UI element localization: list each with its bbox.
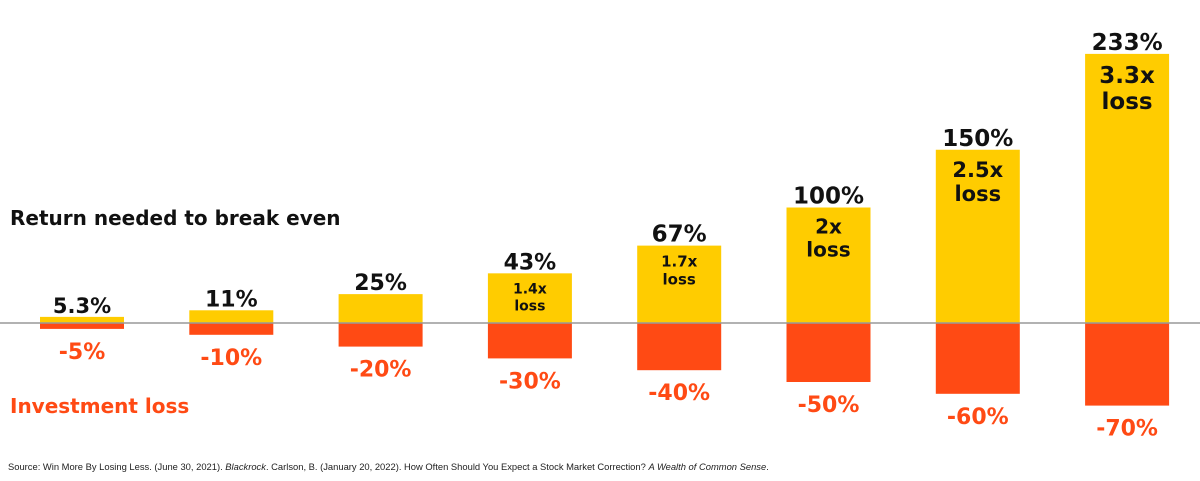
legend-return-needed: Return needed to break even (10, 206, 341, 230)
source-note: Source: Win More By Losing Less. (June 3… (8, 461, 769, 472)
bar-loss (786, 323, 871, 382)
bar-gain (189, 310, 274, 323)
bar-gain (338, 294, 423, 323)
label-break-even: 100% (793, 184, 864, 210)
label-break-even: 150% (942, 126, 1013, 152)
legend-investment-loss: Investment loss (10, 394, 190, 418)
bar-loss (637, 323, 722, 371)
label-investment-loss: -5% (59, 340, 105, 365)
source-italic-2: A Wealth of Common Sense (648, 461, 767, 472)
label-loss-multiple: 1.4x (513, 281, 547, 297)
label-loss-multiple: loss (954, 182, 1001, 206)
label-investment-loss: -60% (947, 405, 1009, 430)
label-break-even: 233% (1092, 30, 1163, 56)
label-investment-loss: -10% (200, 346, 262, 371)
bar-gain (786, 207, 871, 323)
label-break-even: 67% (652, 222, 707, 248)
label-loss-multiple: loss (806, 238, 850, 262)
bar-gain (1085, 53, 1170, 323)
source-text-1: Source: Win More By Losing Less. (June 3… (8, 461, 226, 472)
source-text-2: . Carlson, B. (January 20, 2022). How Of… (265, 461, 649, 472)
label-break-even: 43% (504, 250, 557, 275)
bar-loss (935, 323, 1020, 394)
label-loss-multiple: 2.5x (952, 158, 1003, 182)
source-italic-1: Blackrock (225, 461, 266, 472)
bar-gain (487, 273, 572, 323)
bar-loss (40, 323, 124, 329)
label-investment-loss: -20% (350, 358, 412, 383)
label-loss-multiple: 1.7x (661, 253, 698, 271)
label-investment-loss: -50% (798, 393, 860, 418)
bar-loss (338, 323, 423, 347)
label-break-even: 11% (205, 287, 258, 312)
label-loss-multiple: loss (663, 271, 696, 289)
label-loss-multiple: loss (1102, 89, 1153, 115)
bar-loss (1085, 323, 1170, 406)
bar-loss (487, 323, 572, 359)
bar-gain (40, 316, 124, 323)
label-investment-loss: -70% (1096, 417, 1158, 442)
bar-gain (935, 149, 1020, 323)
bar-loss (189, 323, 274, 335)
label-loss-multiple: loss (514, 298, 545, 314)
label-investment-loss: -30% (499, 369, 561, 394)
label-break-even: 25% (354, 271, 407, 296)
bar-gain (637, 245, 722, 323)
label-loss-multiple: 3.3x (1099, 63, 1155, 89)
label-break-even: 5.3% (53, 294, 111, 318)
source-text-3: . (766, 461, 769, 472)
label-loss-multiple: 2x (815, 215, 842, 239)
label-investment-loss: -40% (648, 381, 710, 406)
